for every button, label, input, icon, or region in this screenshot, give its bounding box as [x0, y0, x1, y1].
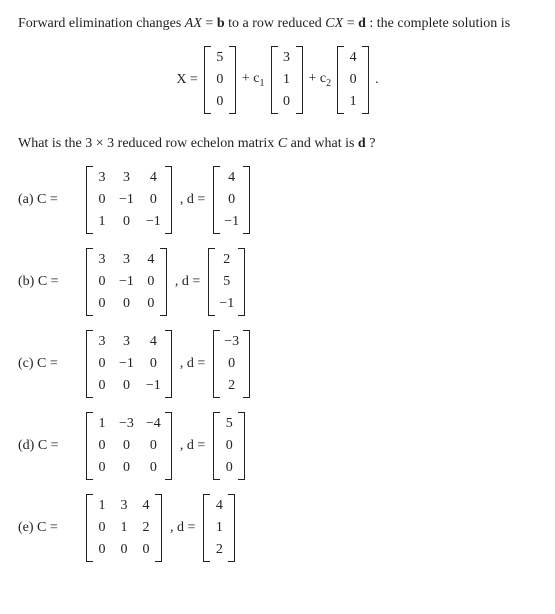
- intro-eq1: =: [202, 16, 217, 31]
- choice-mid: , d =: [175, 274, 200, 290]
- choice-d: (d) C = 1−3−4000000 , d = 500: [18, 412, 537, 480]
- intro-AX: AX: [185, 16, 202, 31]
- choice-matrix-C: 3340−1000−1: [86, 330, 172, 398]
- sol-plus2: + c2: [309, 71, 332, 89]
- prompt-line: What is the 3 × 3 reduced row echelon ma…: [18, 136, 537, 152]
- choice-label: (d) C =: [18, 438, 78, 454]
- choice-mid: , d =: [180, 356, 205, 372]
- intro-d: d: [358, 16, 366, 31]
- choice-mid: , d =: [170, 520, 195, 536]
- choice-b: (b) C = 3340−10000 , d = 25−1: [18, 248, 537, 316]
- choice-vector-d: 500: [213, 412, 245, 480]
- choice-label: (a) C =: [18, 192, 78, 208]
- sol-vector-2: 3 1 0: [271, 46, 303, 114]
- intro-p3: : the complete solution is: [366, 16, 510, 31]
- sol-dot: .: [375, 72, 379, 88]
- sol-plus1: + c1: [242, 71, 265, 89]
- choice-a: (a) C = 3340−1010−1 , d = 40−1: [18, 166, 537, 234]
- choice-matrix-C: 1−3−4000000: [86, 412, 172, 480]
- intro-CX: CX: [325, 16, 343, 31]
- sol-vector-3: 4 0 1: [337, 46, 369, 114]
- intro-p1: Forward elimination changes: [18, 16, 185, 31]
- intro-b: b: [217, 16, 225, 31]
- choice-vector-d: 25−1: [208, 248, 245, 316]
- choices-list: (a) C = 3340−1010−1 , d = 40−1 (b) C = 3340−1…: [18, 166, 537, 562]
- sol-vector-1: 5 0 0: [204, 46, 236, 114]
- choice-matrix-C: 3340−10000: [86, 248, 167, 316]
- sol-lhs: X =: [176, 72, 198, 88]
- choice-e: (e) C = 134012000 , d = 412: [18, 494, 537, 562]
- intro-p2: to a row reduced: [225, 16, 326, 31]
- choice-mid: , d =: [180, 438, 205, 454]
- choice-vector-d: 412: [203, 494, 235, 562]
- choice-label: (c) C =: [18, 356, 78, 372]
- choice-vector-d: −302: [213, 330, 250, 398]
- choice-c: (c) C = 3340−1000−1 , d = −302: [18, 330, 537, 398]
- choice-vector-d: 40−1: [213, 166, 250, 234]
- intro-eq2: =: [343, 16, 358, 31]
- choice-label: (b) C =: [18, 274, 78, 290]
- intro-line: Forward elimination changes AX = b to a …: [18, 16, 537, 32]
- choice-matrix-C: 134012000: [86, 494, 162, 562]
- choice-label: (e) C =: [18, 520, 78, 536]
- choice-mid: , d =: [180, 192, 205, 208]
- solution-equation: X = 5 0 0 + c1 3 1 0 + c2: [18, 46, 537, 114]
- choice-matrix-C: 3340−1010−1: [86, 166, 172, 234]
